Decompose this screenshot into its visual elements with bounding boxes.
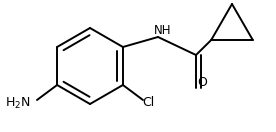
Text: NH: NH <box>154 23 172 37</box>
Text: H$_2$N: H$_2$N <box>5 95 31 111</box>
Text: O: O <box>197 76 207 88</box>
Text: Cl: Cl <box>142 96 154 110</box>
